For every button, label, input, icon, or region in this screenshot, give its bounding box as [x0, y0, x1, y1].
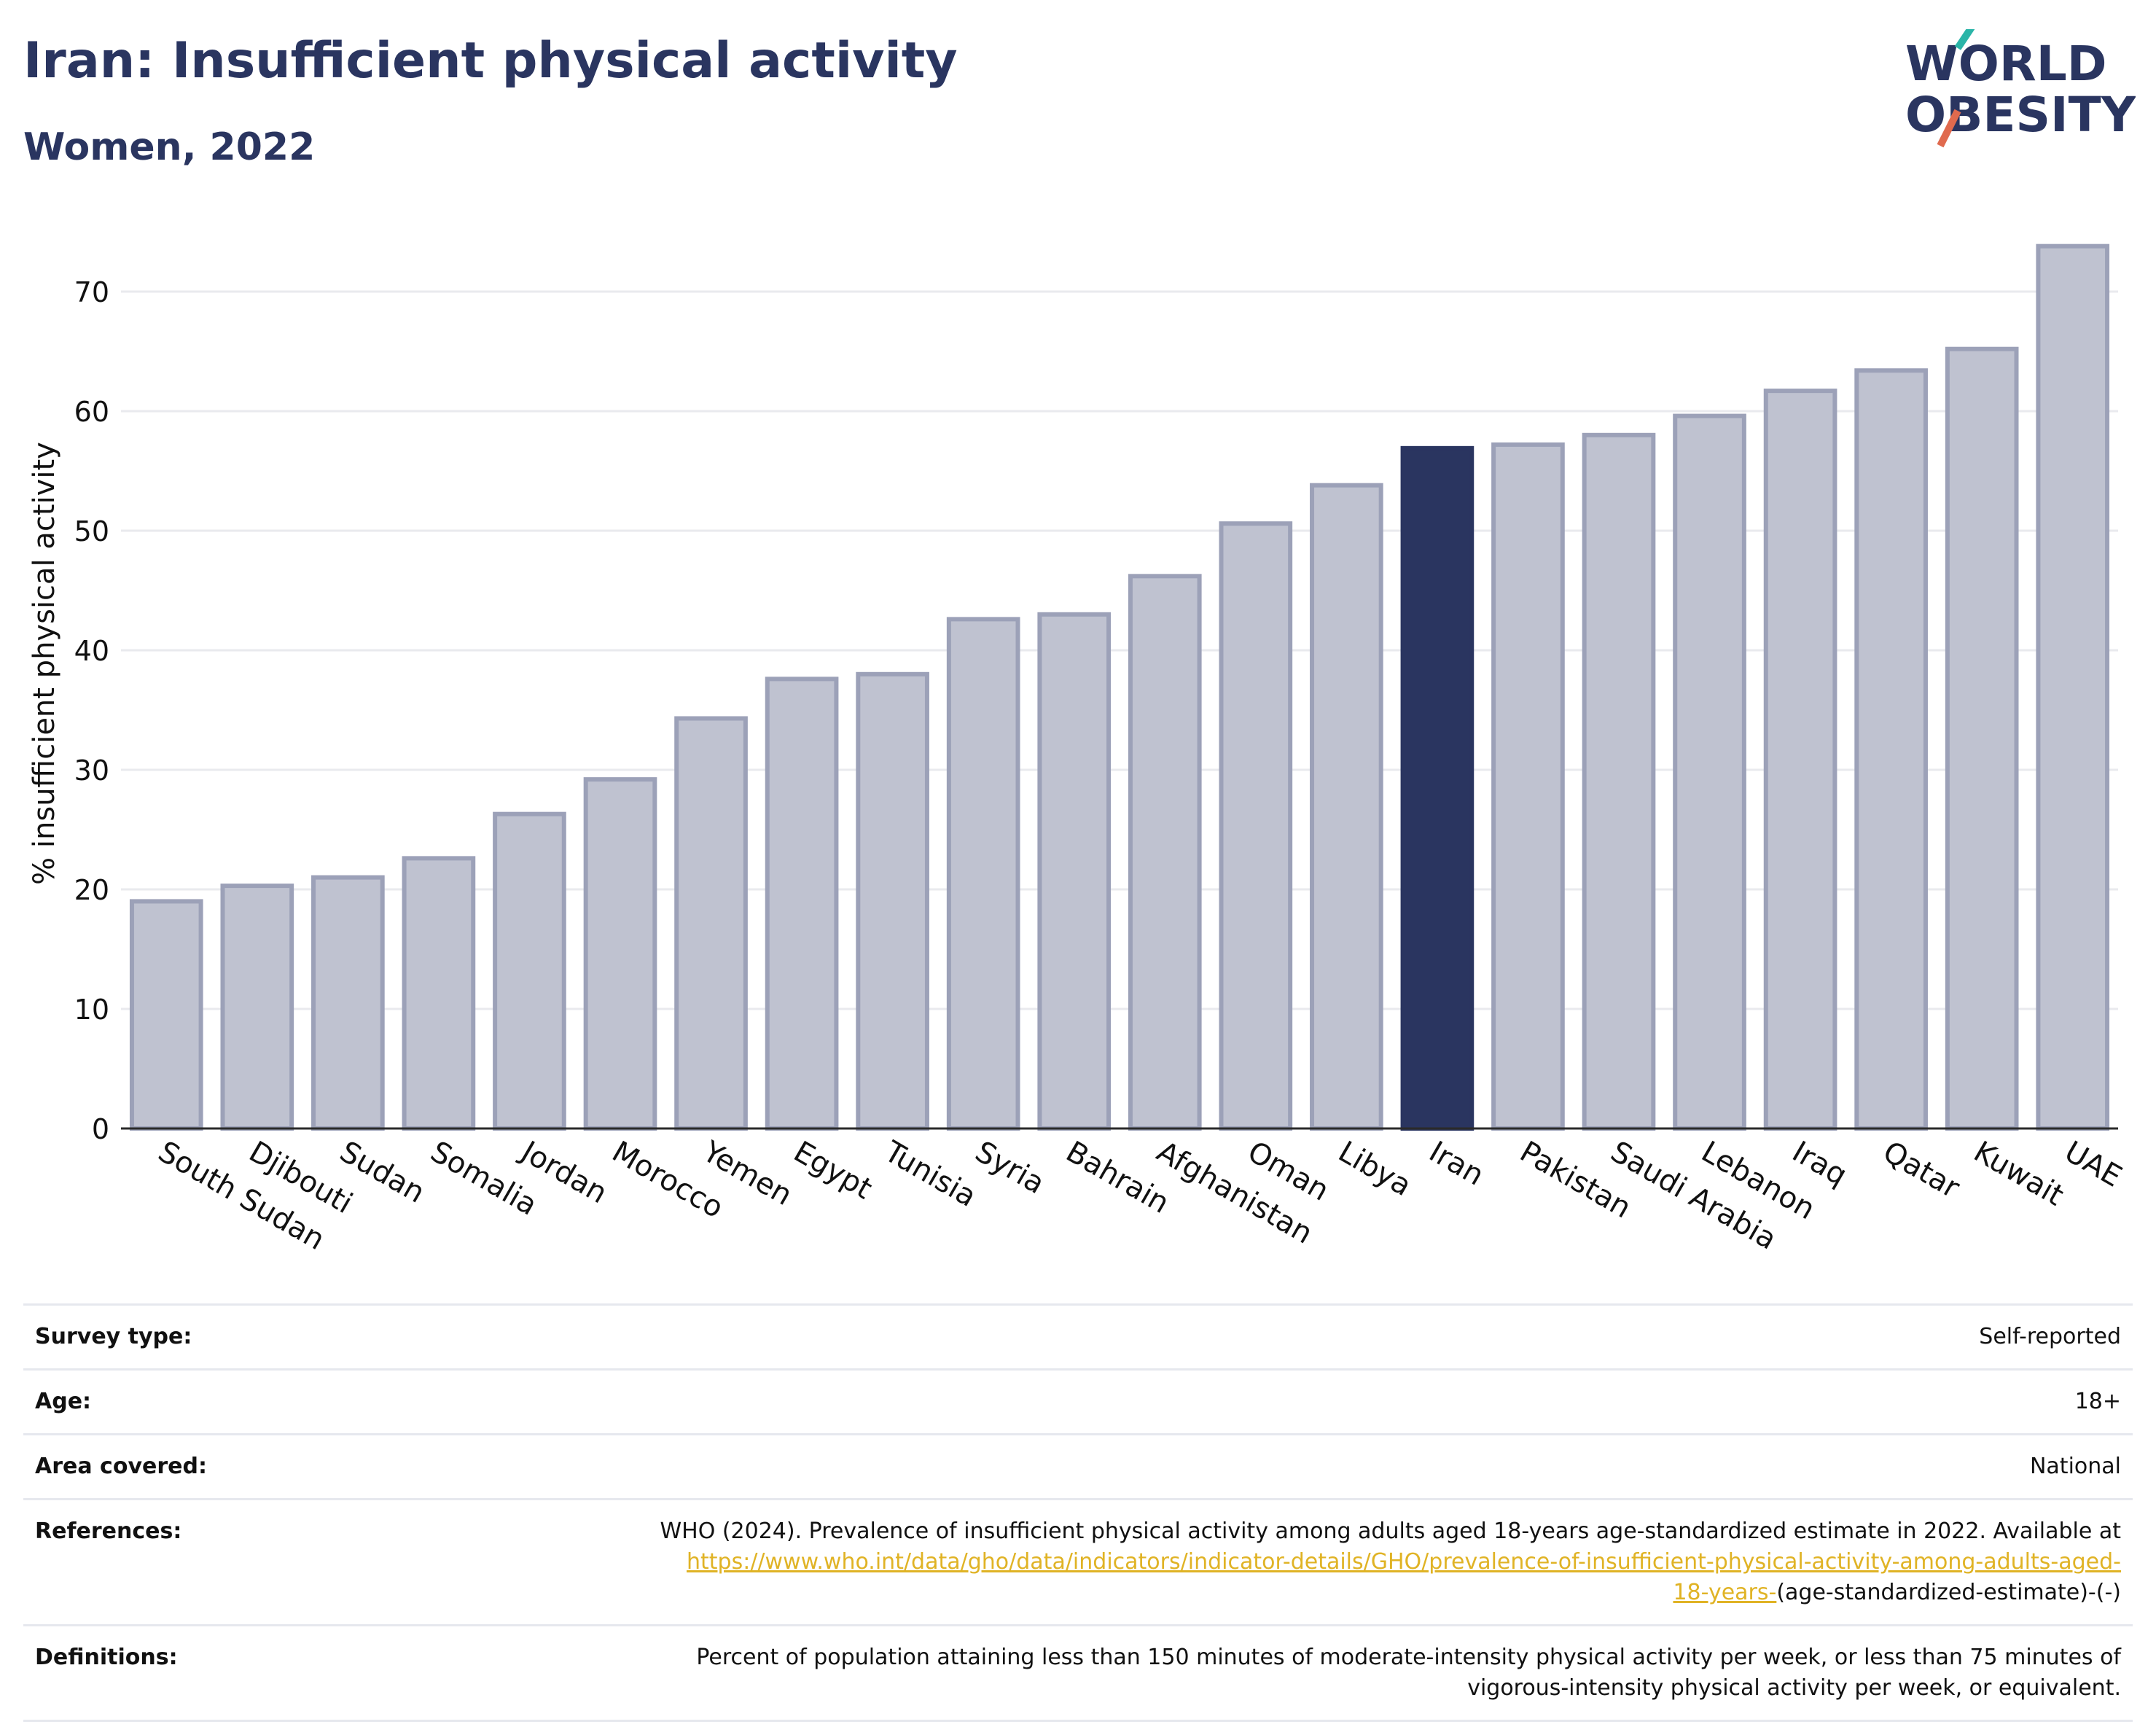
y-tick-label: 20 [74, 874, 109, 906]
area-value: National [2029, 1454, 2121, 1479]
bar-morocco [583, 777, 657, 1131]
definitions-row: Definitions: Percent of population attai… [23, 1626, 2133, 1722]
bar-bahrain [1037, 612, 1112, 1131]
x-axis-ticks: South SudanDjiboutiSudanSomaliaJordanMor… [152, 1134, 2127, 1257]
page-subtitle: Women, 2022 [23, 125, 316, 169]
survey-type-row: Survey type: Self-reported [23, 1306, 2133, 1371]
survey-type-label: Survey type: [35, 1324, 192, 1349]
bar-pakistan [1491, 442, 1565, 1131]
references-link[interactable]: https://www.who.int/data/gho/data/indica… [687, 1549, 2121, 1605]
references-text: WHO (2024). Prevalence of insufficient p… [660, 1518, 2121, 1544]
bar-sudan [311, 875, 385, 1131]
bar-afghanistan [1128, 574, 1202, 1131]
bar-libya [1310, 483, 1383, 1131]
area-label: Area covered: [35, 1454, 207, 1479]
references-value: WHO (2024). Prevalence of insufficient p… [341, 1516, 2121, 1608]
y-tick-label: 40 [74, 635, 109, 667]
bar-egypt [765, 677, 839, 1131]
definitions-label: Definitions: [35, 1645, 178, 1670]
definitions-line1: Percent of population attaining less tha… [696, 1645, 2121, 1670]
logo-slash-coral [1937, 109, 1961, 148]
survey-type-value: Self-reported [1979, 1324, 2121, 1349]
bar-chart: 0 10 20 30 40 50 60 70 South SudanDjiboutiSudan… [28, 243, 2128, 1257]
x-tick-label: Bahrain [1061, 1135, 1175, 1220]
x-tick-label: Syria [969, 1135, 1050, 1201]
references-tail: (age-standardized-estimate)-(-) [1776, 1580, 2121, 1605]
age-label: Age: [35, 1389, 92, 1414]
bar-saudi-arabia [1582, 432, 1656, 1131]
logo-slash-teal [1954, 29, 1975, 50]
bar-iran [1400, 445, 1475, 1131]
bar-uae [2036, 243, 2110, 1131]
x-tick-label: UAE [2059, 1135, 2128, 1194]
y-tick-label: 30 [74, 755, 109, 787]
logo-line1: WORLD [1905, 36, 2107, 92]
x-tick-label: Iran [1423, 1135, 1490, 1193]
x-tick-label: Libya [1332, 1135, 1417, 1203]
y-axis-ticks: 0 10 20 30 40 50 60 70 [74, 276, 109, 1145]
age-row: Age: 18+ [23, 1371, 2133, 1435]
y-tick-label: 0 [92, 1113, 109, 1145]
bars [129, 243, 2110, 1131]
page-title: Iran: Insufficient physical activity [23, 32, 958, 90]
bar-somalia [402, 856, 476, 1131]
bar-lebanon [1673, 413, 1746, 1131]
references-link-part-b[interactable]: 18-years- [1673, 1580, 1777, 1605]
bar-qatar [1854, 368, 1928, 1131]
bar-syria [946, 617, 1020, 1131]
world-obesity-logo: WORLD OBESITY [1905, 29, 2136, 148]
y-tick-label: 60 [74, 396, 109, 428]
y-axis-label: % insufficient physical activity [28, 442, 61, 885]
definitions-line2: vigorous-intensity physical activity per… [1467, 1675, 2121, 1701]
references-label: References: [35, 1518, 182, 1544]
bar-south-sudan [129, 899, 203, 1131]
bar-djibouti [220, 884, 294, 1131]
y-tick-label: 50 [74, 515, 109, 547]
bar-iraq [1763, 389, 1837, 1131]
bar-jordan [493, 811, 566, 1131]
logo-line2: OBESITY [1905, 87, 2136, 143]
bar-yemen [674, 716, 748, 1131]
bar-tunisia [856, 671, 929, 1131]
references-row: References: WHO (2024). Prevalence of in… [23, 1500, 2133, 1626]
definitions-value: Percent of population attaining less tha… [341, 1642, 2121, 1704]
y-tick-label: 10 [74, 994, 109, 1026]
x-tick-label: Kuwait [1968, 1135, 2069, 1213]
y-tick-label: 70 [74, 276, 109, 308]
age-value: 18+ [2074, 1389, 2121, 1414]
area-row: Area covered: National [23, 1435, 2133, 1500]
bar-kuwait [1945, 346, 2019, 1131]
x-tick-label: Egypt [788, 1135, 878, 1206]
x-tick-label: Tunisia [878, 1134, 982, 1214]
info-table: Survey type: Self-reported Age: 18+ Area… [23, 1303, 2133, 1722]
bar-oman [1219, 521, 1293, 1131]
references-link-part-a[interactable]: https://www.who.int/data/gho/data/indica… [687, 1549, 2121, 1575]
x-tick-label: Qatar [1878, 1135, 1966, 1205]
